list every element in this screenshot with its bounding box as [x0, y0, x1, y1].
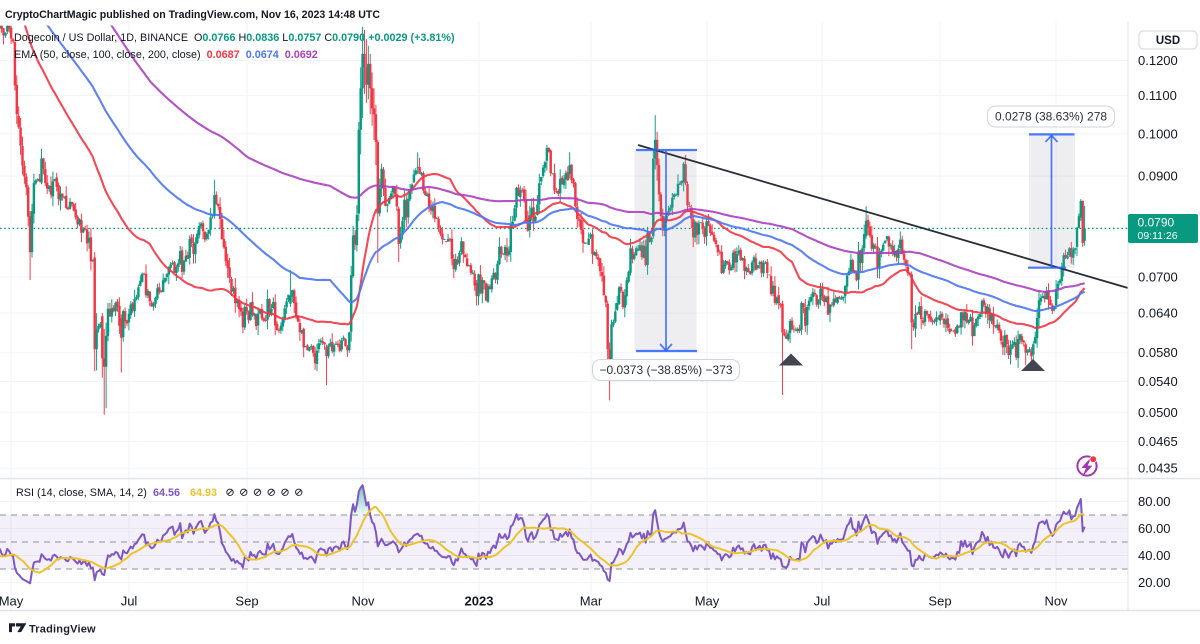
svg-text:Nov: Nov — [1044, 594, 1068, 609]
svg-text:RSI (14, close, SMA, 14, 2): RSI (14, close, SMA, 14, 2) — [16, 487, 147, 499]
svg-text:−0.0373 (−38.85%) −373: −0.0373 (−38.85%) −373 — [599, 363, 732, 377]
svg-text:0.0900: 0.0900 — [1138, 169, 1178, 184]
svg-text:Dogecoin / US Dollar, 1D, BINA: Dogecoin / US Dollar, 1D, BINANCE O0.076… — [14, 32, 455, 44]
svg-text:0.0465: 0.0465 — [1138, 434, 1178, 449]
svg-text:0.0435: 0.0435 — [1138, 461, 1178, 476]
svg-text:0.0500: 0.0500 — [1138, 405, 1178, 420]
svg-text:0.1000: 0.1000 — [1138, 126, 1178, 141]
svg-text:USD: USD — [1156, 35, 1180, 47]
svg-text:40.00: 40.00 — [1138, 548, 1171, 563]
svg-text:0.1200: 0.1200 — [1138, 53, 1178, 68]
svg-text:0.0640: 0.0640 — [1138, 306, 1178, 321]
svg-text:Nov: Nov — [351, 594, 375, 609]
svg-text:0.1100: 0.1100 — [1138, 88, 1177, 103]
svg-text:0.0278 (38.63%) 278: 0.0278 (38.63%) 278 — [995, 110, 1107, 124]
svg-text:0.0540: 0.0540 — [1138, 374, 1178, 389]
svg-text:May: May — [0, 594, 24, 609]
svg-text:EMA (50, close, 100, close, 20: EMA (50, close, 100, close, 200, close) … — [14, 49, 318, 61]
svg-text:2023: 2023 — [465, 594, 494, 609]
svg-text:0.0580: 0.0580 — [1138, 345, 1178, 360]
svg-text:0.0700: 0.0700 — [1138, 270, 1178, 285]
svg-text:Mar: Mar — [580, 594, 603, 609]
svg-text:80.00: 80.00 — [1138, 494, 1171, 509]
svg-text:May: May — [695, 594, 720, 609]
svg-text:TradingView: TradingView — [29, 624, 96, 636]
svg-text:Sep: Sep — [235, 594, 258, 609]
svg-text:Jul: Jul — [121, 594, 138, 609]
svg-text:CryptoChartMagic published on: CryptoChartMagic published on TradingVie… — [5, 9, 380, 21]
svg-text:Jul: Jul — [814, 594, 831, 609]
svg-text:20.00: 20.00 — [1138, 575, 1171, 590]
svg-text:64.93: 64.93 — [190, 487, 217, 499]
svg-text:60.00: 60.00 — [1138, 521, 1171, 536]
svg-text:64.56: 64.56 — [153, 487, 180, 499]
svg-text:09:11:26: 09:11:26 — [1138, 230, 1178, 242]
svg-text:0.0790: 0.0790 — [1138, 216, 1175, 230]
svg-text:Sep: Sep — [928, 594, 951, 609]
